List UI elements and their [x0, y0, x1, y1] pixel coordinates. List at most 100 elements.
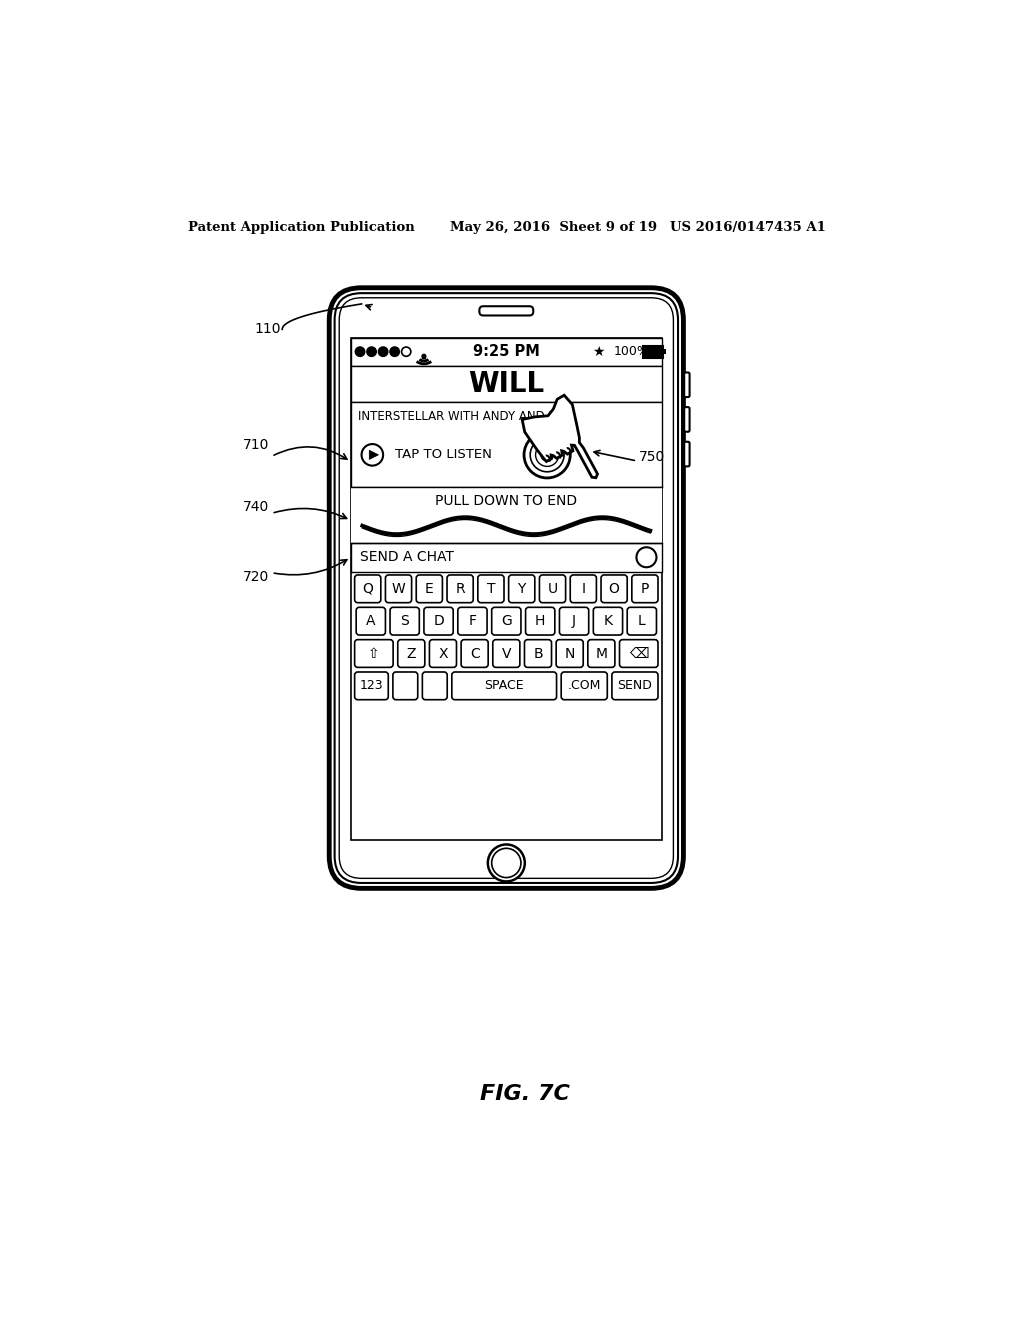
FancyBboxPatch shape — [612, 672, 658, 700]
Text: T: T — [486, 582, 496, 595]
FancyBboxPatch shape — [339, 298, 674, 878]
FancyBboxPatch shape — [684, 407, 689, 432]
FancyBboxPatch shape — [561, 672, 607, 700]
FancyBboxPatch shape — [452, 672, 557, 700]
Text: ⌫: ⌫ — [629, 647, 648, 660]
Text: Q: Q — [362, 582, 373, 595]
Circle shape — [361, 444, 383, 466]
Text: L: L — [638, 614, 646, 628]
FancyBboxPatch shape — [354, 576, 381, 603]
Polygon shape — [522, 395, 598, 478]
FancyBboxPatch shape — [509, 576, 535, 603]
Text: INTERSTELLAR WITH ANDY AND ME": INTERSTELLAR WITH ANDY AND ME" — [358, 409, 571, 422]
FancyBboxPatch shape — [524, 640, 552, 668]
Text: WILL: WILL — [468, 370, 545, 399]
Bar — [351, 366, 662, 403]
Polygon shape — [370, 450, 379, 459]
Text: SPACE: SPACE — [484, 680, 524, 693]
Text: U: U — [548, 582, 558, 595]
Text: 110: 110 — [254, 322, 281, 337]
Circle shape — [379, 347, 388, 356]
Text: 710: 710 — [243, 438, 269, 451]
Text: 740: 740 — [243, 500, 269, 515]
Text: C: C — [470, 647, 479, 660]
Text: K: K — [603, 614, 612, 628]
FancyBboxPatch shape — [416, 576, 442, 603]
Text: ★: ★ — [593, 345, 605, 359]
FancyBboxPatch shape — [556, 640, 584, 668]
FancyBboxPatch shape — [356, 607, 385, 635]
FancyBboxPatch shape — [593, 607, 623, 635]
FancyBboxPatch shape — [458, 607, 487, 635]
Text: R: R — [456, 582, 465, 595]
Text: 9:25 PM: 9:25 PM — [473, 345, 540, 359]
FancyBboxPatch shape — [684, 442, 689, 466]
Bar — [351, 338, 662, 840]
Text: J: J — [572, 614, 577, 628]
Circle shape — [487, 845, 524, 882]
Bar — [351, 403, 662, 487]
Text: Z: Z — [407, 647, 416, 660]
Text: SEND A CHAT: SEND A CHAT — [360, 550, 454, 564]
Text: M: M — [595, 647, 607, 660]
Circle shape — [637, 548, 656, 568]
FancyBboxPatch shape — [525, 607, 555, 635]
FancyBboxPatch shape — [570, 576, 596, 603]
Circle shape — [401, 347, 411, 356]
FancyBboxPatch shape — [478, 576, 504, 603]
FancyBboxPatch shape — [385, 576, 412, 603]
FancyBboxPatch shape — [447, 576, 473, 603]
Text: H: H — [535, 614, 546, 628]
FancyBboxPatch shape — [330, 288, 683, 888]
Bar — [663, 350, 666, 354]
FancyBboxPatch shape — [335, 293, 678, 883]
FancyBboxPatch shape — [588, 640, 614, 668]
Text: A: A — [366, 614, 376, 628]
Text: US 2016/0147435 A1: US 2016/0147435 A1 — [670, 222, 825, 234]
Text: O: O — [608, 582, 620, 595]
Text: May 26, 2016  Sheet 9 of 19: May 26, 2016 Sheet 9 of 19 — [451, 222, 657, 234]
FancyBboxPatch shape — [422, 672, 447, 700]
Text: 720: 720 — [243, 569, 269, 583]
Bar — [351, 338, 662, 366]
FancyBboxPatch shape — [559, 607, 589, 635]
FancyBboxPatch shape — [492, 607, 521, 635]
Text: ⇧: ⇧ — [368, 647, 380, 660]
Text: F: F — [468, 614, 476, 628]
FancyBboxPatch shape — [354, 640, 393, 668]
Text: 123: 123 — [359, 680, 383, 693]
Text: 750: 750 — [639, 450, 665, 465]
Bar — [351, 487, 662, 543]
Circle shape — [422, 354, 426, 358]
Circle shape — [355, 347, 365, 356]
FancyBboxPatch shape — [632, 576, 658, 603]
FancyBboxPatch shape — [390, 607, 419, 635]
Circle shape — [390, 347, 399, 356]
Text: G: G — [501, 614, 512, 628]
Text: V: V — [502, 647, 511, 660]
Text: TAP TO LISTEN: TAP TO LISTEN — [395, 449, 493, 462]
Text: N: N — [564, 647, 574, 660]
Text: I: I — [582, 582, 586, 595]
Bar — [351, 543, 662, 572]
Text: Patent Application Publication: Patent Application Publication — [188, 222, 415, 234]
FancyBboxPatch shape — [620, 640, 658, 668]
Text: .COM: .COM — [567, 680, 601, 693]
Text: FIG. 7C: FIG. 7C — [480, 1084, 569, 1104]
Text: PULL DOWN TO END: PULL DOWN TO END — [435, 494, 578, 508]
FancyBboxPatch shape — [540, 576, 565, 603]
FancyBboxPatch shape — [393, 672, 418, 700]
Text: D: D — [433, 614, 444, 628]
Circle shape — [367, 347, 376, 356]
Text: W: W — [391, 582, 406, 595]
FancyBboxPatch shape — [628, 607, 656, 635]
Text: E: E — [425, 582, 434, 595]
Text: P: P — [641, 582, 649, 595]
Text: S: S — [400, 614, 409, 628]
FancyBboxPatch shape — [397, 640, 425, 668]
Text: 100%: 100% — [614, 345, 650, 358]
Text: X: X — [438, 647, 447, 660]
FancyBboxPatch shape — [429, 640, 457, 668]
Text: B: B — [534, 647, 543, 660]
FancyBboxPatch shape — [424, 607, 454, 635]
